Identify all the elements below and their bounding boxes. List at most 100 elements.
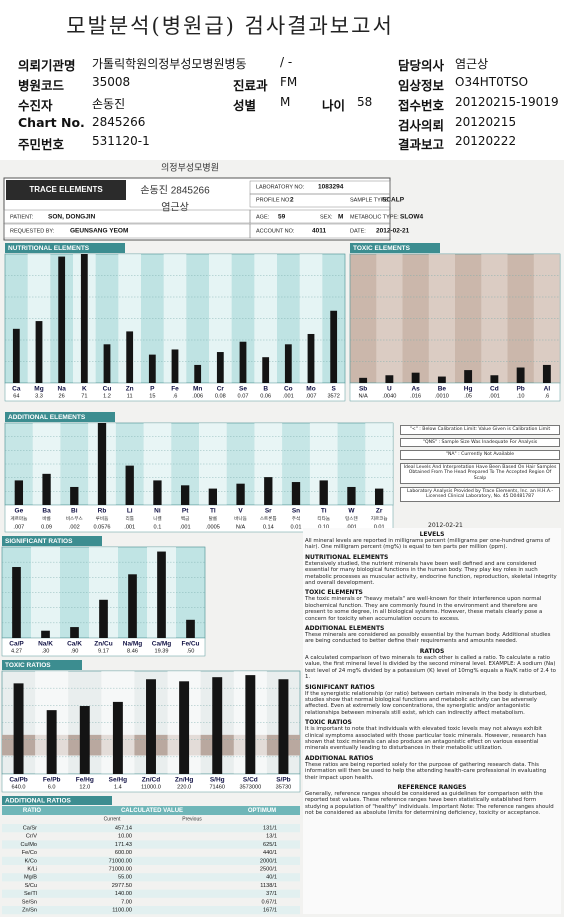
table-row-bg — [2, 856, 300, 865]
bar — [146, 679, 156, 774]
explanations: LEVELS All mineral levels are reported in… — [303, 528, 561, 914]
bar-value: 0.14 — [263, 524, 274, 530]
bar-name: Sb — [359, 386, 367, 393]
bar-name: As — [411, 386, 420, 393]
bar — [12, 328, 20, 383]
bar-value: 11000.0 — [141, 784, 161, 790]
bar-value: 4.27 — [11, 648, 22, 654]
bar — [542, 364, 551, 383]
table-cell: 13/1 — [266, 834, 277, 840]
bar-value: 12.0 — [79, 784, 90, 790]
table-cell: 131/1 — [263, 825, 277, 831]
bar-name: Tl — [210, 508, 216, 515]
field-label: ACCOUNT NO: — [256, 228, 295, 234]
bar-name: Ni — [154, 508, 161, 515]
bar-name: K — [82, 386, 87, 393]
bar — [307, 333, 315, 383]
bar-value: .90 — [71, 648, 79, 654]
bar — [70, 486, 79, 505]
bar-value: 0.0576 — [93, 524, 110, 530]
bar-name: Fe/Cu — [181, 641, 199, 648]
bar — [153, 480, 162, 505]
bar — [42, 473, 51, 505]
table-cell: Cu/Mo — [21, 842, 37, 848]
bar-name: Ca — [12, 386, 21, 393]
bar-name: Fe — [171, 386, 179, 393]
field-box — [3, 223, 251, 239]
bar-value: .001 — [180, 524, 191, 530]
bar — [374, 488, 384, 505]
bar-name: B — [263, 386, 268, 393]
table-cell: 2977.50 — [112, 883, 132, 889]
bar-name: Bi — [71, 508, 78, 515]
bar-value: .001 — [346, 524, 357, 530]
bar-value: 3573000 — [239, 784, 261, 790]
explanation-title: TOXIC ELEMENTS — [305, 589, 363, 597]
field-value: M — [280, 95, 291, 109]
field-label: 담당의사 — [398, 58, 445, 73]
note: Ideal Levels And Interpretation Have Bee… — [400, 462, 560, 484]
field-value: M — [338, 214, 343, 221]
bar-value: 3572 — [327, 393, 339, 399]
bar-name: Cr — [217, 386, 225, 393]
table-cell: 167/1 — [263, 907, 277, 913]
bar — [347, 486, 356, 505]
table-cell: 2500/1 — [260, 866, 277, 872]
note: "NA" : Currently Not Available — [400, 450, 560, 460]
field-value: 20120215-19019 — [455, 95, 559, 109]
bar-name: Cu — [103, 386, 112, 393]
bar-value: .001 — [283, 393, 294, 399]
bar-name-ko: 티타늄 — [317, 515, 330, 522]
bar — [245, 675, 256, 774]
bar-value: .001 — [489, 393, 500, 399]
bar — [128, 574, 137, 638]
field-value: 58 — [357, 95, 373, 109]
table-row-bg — [2, 840, 300, 849]
bar-value: 9.17 — [98, 648, 109, 654]
field-label: DATE: — [350, 228, 366, 234]
bar — [236, 483, 245, 505]
bar-value: 0.01 — [291, 524, 302, 530]
table-cell: 600.00 — [115, 850, 132, 856]
bar-name-ko: 지르코늄 — [371, 515, 388, 522]
table-cell: 55.00 — [118, 875, 132, 881]
column-header: CALCULATED VALUE — [121, 808, 183, 814]
table-row-bg — [2, 906, 300, 915]
bar-name: Ca/P — [9, 641, 24, 648]
table-cell: Se/Tl — [24, 891, 37, 897]
bar-value: 0.09 — [41, 524, 52, 530]
label-strip — [4, 504, 394, 533]
field-label: REQUESTED BY: — [10, 228, 55, 234]
table-row-bg — [2, 889, 300, 898]
bar-value: .006 — [192, 393, 203, 399]
bar — [239, 341, 247, 383]
field-value: 염근상 — [455, 57, 489, 71]
bar-name: Zn — [126, 386, 134, 393]
field-value: SON, DONGJIN — [48, 214, 96, 221]
explanation-title: RATIOS — [419, 647, 445, 655]
field-box — [3, 209, 251, 224]
panel-title: NUTRITIONAL ELEMENTS — [8, 245, 90, 252]
panel-stripe — [533, 254, 560, 383]
handwritten: 손동진 2845266 — [140, 185, 210, 197]
bar-value: 3.3 — [35, 393, 43, 399]
note: "QNS" : Sample Size Was Inadequate For A… — [400, 437, 560, 448]
bar — [35, 321, 43, 383]
bar-value: 640.0 — [12, 784, 26, 790]
panel-tab — [5, 243, 125, 253]
table-cell: 71000.00 — [109, 866, 132, 872]
table-cell: Se/Sn — [22, 899, 37, 905]
table-cell: 2000/1 — [260, 858, 277, 864]
bar-value: .001 — [124, 524, 135, 530]
bar — [180, 485, 190, 505]
bar — [262, 357, 270, 383]
bar-value: 71 — [81, 393, 87, 399]
panel-tab — [2, 660, 82, 670]
field-value: 가톨릭학원의정부성모병원병동 — [92, 57, 247, 71]
bar-name: Se/Hg — [109, 777, 127, 784]
bar-value: 6.0 — [48, 784, 56, 790]
bar-name: Fe/Pb — [43, 777, 61, 784]
bar — [319, 480, 328, 505]
bar-name-ko: 스트론튬 — [260, 516, 277, 521]
